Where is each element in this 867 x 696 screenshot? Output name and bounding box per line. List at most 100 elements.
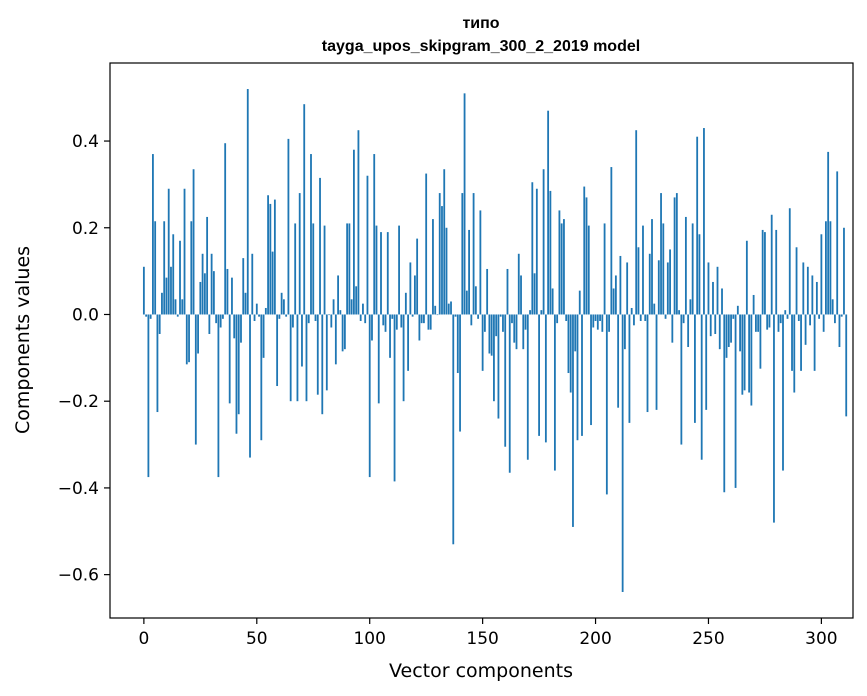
bar (201, 253, 204, 315)
bar (486, 268, 489, 315)
bar (732, 314, 735, 319)
bar (343, 314, 346, 350)
bar (499, 314, 502, 317)
bar (158, 314, 161, 334)
bar (495, 314, 498, 337)
bar (228, 314, 231, 404)
bar (775, 229, 778, 315)
bar (825, 221, 827, 315)
bar (601, 314, 604, 332)
bar (669, 249, 671, 315)
bar (551, 288, 554, 315)
bar (235, 314, 238, 434)
bar (544, 314, 547, 443)
bar (165, 277, 168, 315)
bar (362, 303, 364, 315)
bar (653, 303, 656, 315)
bar (233, 314, 236, 339)
x-tick-label: 200 (579, 629, 611, 649)
bar (398, 225, 400, 315)
bar (637, 247, 640, 315)
bar (820, 234, 823, 315)
bar (447, 303, 450, 315)
bar (779, 314, 782, 324)
bar (185, 314, 188, 365)
bar (481, 314, 484, 371)
bar (608, 314, 610, 332)
bar (725, 314, 728, 358)
bar (450, 301, 452, 315)
bar (321, 314, 324, 415)
bar (316, 314, 319, 395)
bar (199, 281, 202, 315)
bar (262, 314, 265, 358)
bar (524, 314, 527, 330)
bar (371, 314, 373, 341)
y-axis-label: Components values (12, 246, 34, 434)
bar (547, 110, 550, 315)
bar (662, 223, 665, 315)
bar (707, 262, 710, 315)
bar (287, 138, 290, 315)
bar (612, 288, 615, 315)
y-tick-label: −0.2 (58, 392, 99, 412)
bar (538, 314, 540, 436)
bar (531, 182, 534, 315)
y-tick-label: 0.4 (72, 132, 99, 152)
bar (170, 266, 172, 315)
bar (556, 314, 559, 324)
bar (569, 314, 572, 393)
bar (583, 186, 586, 315)
bar (633, 314, 635, 326)
bar (364, 314, 367, 324)
bar (377, 314, 380, 404)
bar (255, 303, 258, 315)
bar (520, 275, 522, 315)
bar (456, 314, 459, 374)
bar (791, 314, 793, 371)
bar (438, 193, 441, 315)
bar (581, 314, 583, 436)
bar (648, 253, 651, 315)
bar (298, 193, 301, 315)
bar (585, 197, 588, 315)
bar (260, 314, 263, 441)
bar (752, 294, 755, 315)
bar (271, 251, 274, 315)
bar (163, 221, 166, 315)
bar (764, 232, 766, 315)
bar (587, 225, 590, 315)
bar (366, 175, 369, 315)
bar (578, 290, 581, 315)
bar (305, 314, 308, 402)
bar (420, 314, 423, 324)
bar (630, 307, 633, 315)
bar (251, 253, 254, 315)
bar (472, 193, 475, 315)
bar (409, 262, 412, 315)
bar (696, 136, 699, 315)
bar (483, 314, 486, 332)
bar (142, 266, 145, 315)
bar (626, 262, 629, 315)
bar (827, 151, 830, 315)
bar (646, 314, 649, 413)
bar (533, 273, 536, 315)
bar (244, 292, 247, 315)
bar (712, 281, 714, 315)
bar (161, 292, 163, 315)
bar (813, 314, 816, 371)
chart-title: типо (462, 15, 499, 32)
bar (380, 232, 382, 315)
bar (644, 314, 647, 321)
bar (285, 314, 288, 317)
bar (339, 310, 342, 315)
bar (721, 288, 723, 315)
bar (154, 221, 157, 315)
bar (660, 193, 662, 315)
bar (375, 225, 378, 315)
bar (278, 314, 281, 319)
bar (292, 314, 294, 328)
bar (684, 216, 687, 315)
bar (267, 195, 269, 315)
